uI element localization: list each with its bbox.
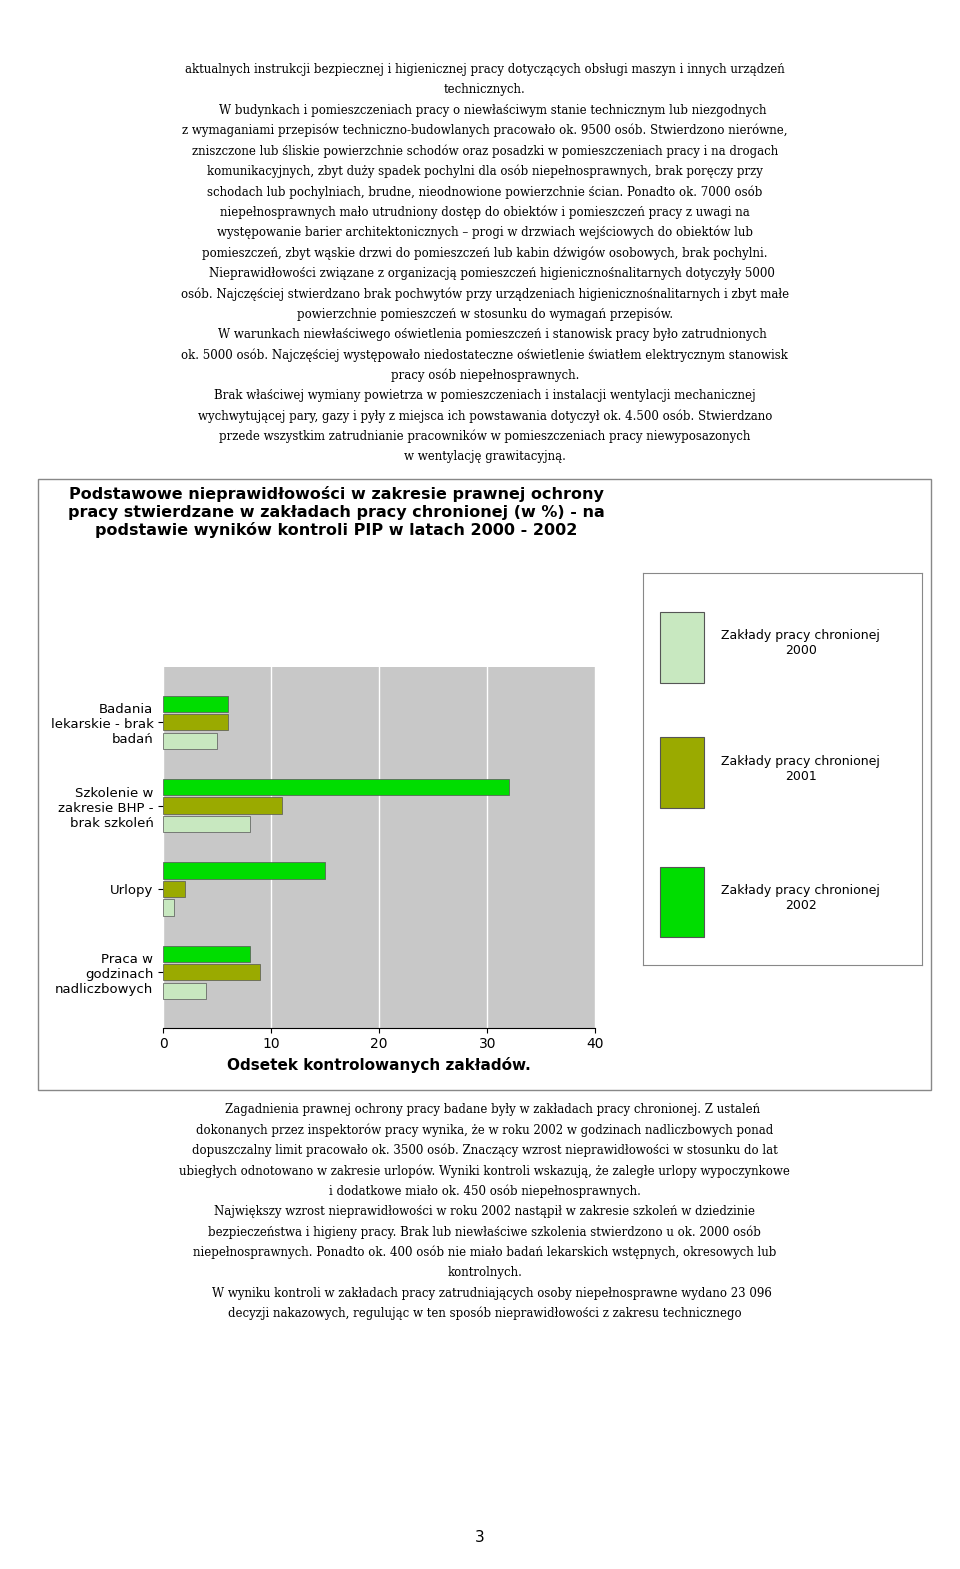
- Bar: [163, 797, 282, 814]
- Text: wychwytującej pary, gazy i pyły z miejsca ich powstawania dotyczył ok. 4.500 osó: wychwytującej pary, gazy i pyły z miejsc…: [198, 410, 772, 424]
- Text: Zakłady pracy chronionej
2001: Zakłady pracy chronionej 2001: [721, 755, 880, 783]
- Text: komunikacyjnych, zbyt duży spadek pochylni dla osób niepełnosprawnych, brak porę: komunikacyjnych, zbyt duży spadek pochyl…: [206, 165, 763, 179]
- Text: bezpieczeństwa i higieny pracy. Brak lub niewłaściwe szkolenia stwierdzono u ok.: bezpieczeństwa i higieny pracy. Brak lub…: [208, 1225, 761, 1240]
- Text: i dodatkowe miało ok. 450 osób niepełnosprawnych.: i dodatkowe miało ok. 450 osób niepełnos…: [329, 1185, 640, 1199]
- Bar: [163, 880, 184, 897]
- Bar: [163, 963, 260, 981]
- Text: Zakłady pracy chronionej
2002: Zakłady pracy chronionej 2002: [721, 885, 880, 912]
- Bar: [163, 733, 217, 748]
- Text: schodach lub pochylniach, brudne, nieodnowione powierzchnie ścian. Ponadto ok. 7: schodach lub pochylniach, brudne, nieodn…: [207, 185, 762, 199]
- Text: ok. 5000 osób. Najczęściej występowało niedostateczne oświetlenie światłem elekt: ok. 5000 osób. Najczęściej występowało n…: [181, 348, 788, 362]
- Text: 3: 3: [475, 1530, 485, 1545]
- Bar: [163, 778, 509, 795]
- Text: technicznych.: technicznych.: [444, 83, 526, 96]
- Text: występowanie barier architektonicznych – progi w drzwiach wejściowych do obiektó: występowanie barier architektonicznych –…: [217, 226, 753, 240]
- Text: powierzchnie pomieszczeń w stosunku do wymagań przepisów.: powierzchnie pomieszczeń w stosunku do w…: [297, 308, 673, 322]
- Bar: [163, 714, 228, 731]
- Text: Brak właściwej wymiany powietrza w pomieszczeniach i instalacji wentylacji mecha: Brak właściwej wymiany powietrza w pomie…: [214, 389, 756, 402]
- Bar: [163, 863, 325, 879]
- Text: decyzji nakazowych, regulując w ten sposób nieprawidłowości z zakresu techniczne: decyzji nakazowych, regulując w ten spos…: [228, 1307, 742, 1321]
- Bar: [163, 695, 228, 712]
- Text: ubiegłych odnotowano w zakresie urlopów. Wyniki kontroli wskazują, że zaległe ur: ubiegłych odnotowano w zakresie urlopów.…: [180, 1164, 790, 1178]
- Text: pomieszczeń, zbyt wąskie drzwi do pomieszczeń lub kabin dźwigów osobowych, brak : pomieszczeń, zbyt wąskie drzwi do pomies…: [202, 246, 768, 260]
- Bar: [163, 816, 250, 832]
- Text: w wentylację grawitacyjną.: w wentylację grawitacyjną.: [404, 450, 565, 463]
- X-axis label: Odsetek kontrolowanych zakładów.: Odsetek kontrolowanych zakładów.: [228, 1058, 531, 1073]
- FancyBboxPatch shape: [660, 866, 705, 937]
- Text: pracy osób niepełnosprawnych.: pracy osób niepełnosprawnych.: [391, 369, 579, 383]
- Text: dopuszczalny limit pracowało ok. 3500 osób. Znaczący wzrost nieprawidłowości w s: dopuszczalny limit pracowało ok. 3500 os…: [192, 1144, 778, 1158]
- Text: W wyniku kontroli w zakładach pracy zatrudniających osoby niepełnosprawne wydano: W wyniku kontroli w zakładach pracy zatr…: [198, 1287, 772, 1299]
- Text: Zagadnienia prawnej ochrony pracy badane były w zakładach pracy chronionej. Z us: Zagadnienia prawnej ochrony pracy badane…: [209, 1103, 760, 1116]
- Text: Zakłady pracy chronionej
2000: Zakłady pracy chronionej 2000: [721, 629, 880, 657]
- FancyBboxPatch shape: [660, 737, 705, 808]
- Text: aktualnych instrukcji bezpiecznej i higienicznej pracy dotyczących obsługi maszy: aktualnych instrukcji bezpiecznej i higi…: [185, 63, 784, 75]
- Text: Największy wzrost nieprawidłowości w roku 2002 nastąpił w zakresie szkoleń w dzi: Największy wzrost nieprawidłowości w rok…: [214, 1205, 756, 1218]
- Text: niepełnosprawnych mało utrudniony dostęp do obiektów i pomieszczeń pracy z uwagi: niepełnosprawnych mało utrudniony dostęp…: [220, 206, 750, 220]
- Bar: [163, 946, 250, 962]
- Text: z wymaganiami przepisów techniczno-budowlanych pracowało ok. 9500 osób. Stwierdz: z wymaganiami przepisów techniczno-budow…: [182, 124, 787, 138]
- Text: przede wszystkim zatrudnianie pracowników w pomieszczeniach pracy niewyposazonyc: przede wszystkim zatrudnianie pracownikó…: [219, 430, 751, 444]
- FancyBboxPatch shape: [660, 612, 705, 683]
- Text: kontrolnych.: kontrolnych.: [447, 1266, 522, 1279]
- Text: dokonanych przez inspektorów pracy wynika, że w roku 2002 w godzinach nadliczbow: dokonanych przez inspektorów pracy wynik…: [196, 1123, 774, 1138]
- Bar: [163, 982, 206, 999]
- Text: osób. Najczęściej stwierdzano brak pochwytów przy urządzeniach higienicznośnalit: osób. Najczęściej stwierdzano brak pochw…: [180, 287, 789, 301]
- Text: Nieprawidłowości związane z organizacją pomieszczeń higienicznośnalitarnych doty: Nieprawidłowości związane z organizacją …: [194, 267, 776, 279]
- Text: niepełnosprawnych. Ponadto ok. 400 osób nie miało badań lekarskich wstępnych, ok: niepełnosprawnych. Ponadto ok. 400 osób …: [193, 1246, 777, 1260]
- Text: W budynkach i pomieszczeniach pracy o niewłaściwym stanie technicznym lub niezgo: W budynkach i pomieszczeniach pracy o ni…: [204, 104, 766, 116]
- Text: zniszczone lub śliskie powierzchnie schodów oraz posadzki w pomieszczeniach prac: zniszczone lub śliskie powierzchnie scho…: [192, 144, 778, 158]
- Bar: [163, 899, 174, 916]
- Text: Podstawowe nieprawidłowości w zakresie prawnej ochrony
pracy stwierdzane w zakła: Podstawowe nieprawidłowości w zakresie p…: [67, 486, 605, 538]
- Text: W warunkach niewłaściwego oświetlenia pomieszczeń i stanowisk pracy było zatrudn: W warunkach niewłaściwego oświetlenia po…: [203, 328, 767, 340]
